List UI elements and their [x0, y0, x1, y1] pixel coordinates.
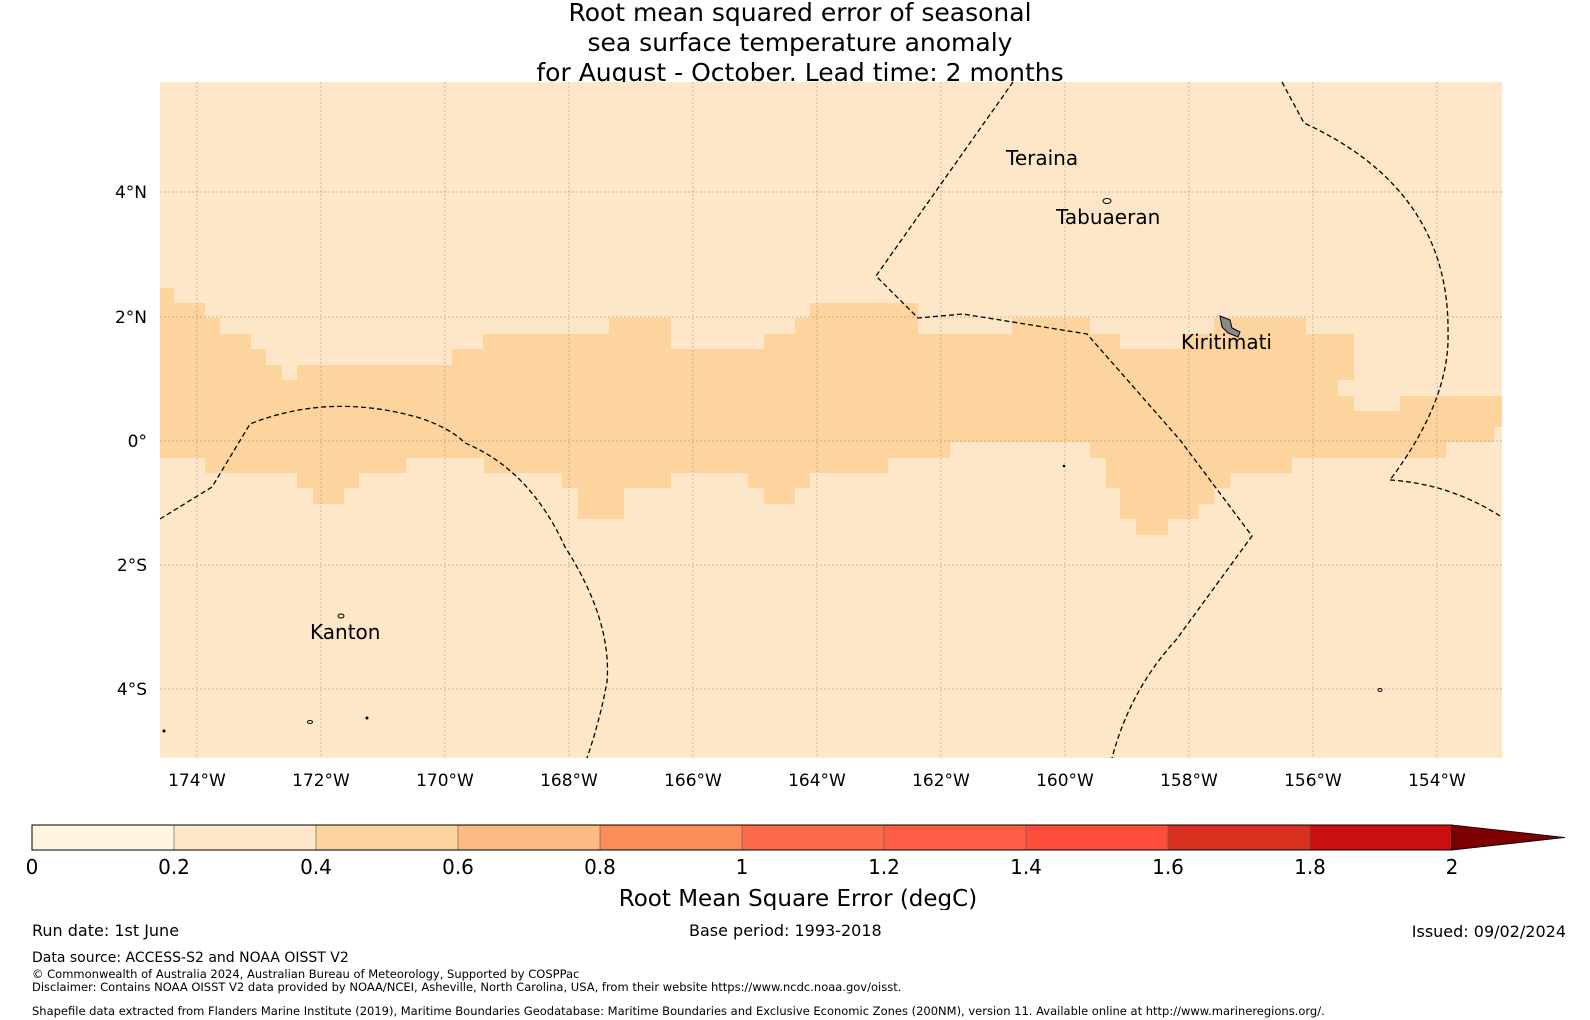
lat-tick: 2°S [117, 556, 147, 576]
colorbar-swatch [315, 824, 459, 851]
small-island [1377, 688, 1383, 692]
small-island [162, 729, 166, 733]
lon-tick: 156°W [1284, 771, 1342, 791]
eez-boundaries [159, 81, 1501, 759]
colorbar-tick: 1.6 [1152, 855, 1184, 879]
colorbar-swatch [599, 824, 743, 851]
gridlines [160, 82, 1502, 758]
colorbar-ticks: 0 0.2 0.4 0.6 0.8 1 1.2 1.4 1.6 1.8 2 [26, 855, 1459, 879]
title-line-1: Root mean squared error of seasonal [568, 0, 1032, 27]
lon-tick: 154°W [1408, 771, 1466, 791]
colorbar-swatch [741, 824, 885, 851]
place-label-kiritimati: Kiritimati [1181, 330, 1272, 354]
colorbar-swatch [1167, 824, 1311, 851]
colorbar-extend-arrow [1451, 824, 1566, 851]
small-island [1062, 464, 1066, 468]
colorbar-tick: 0.6 [442, 855, 474, 879]
small-island [307, 720, 313, 724]
lat-tick: 0° [128, 432, 147, 452]
lon-tick: 170°W [416, 771, 474, 791]
run-date: Run date: 1st June [32, 921, 180, 940]
colorbar-swatch [1025, 824, 1169, 851]
lat-tick: 4°N [115, 183, 147, 203]
lat-tick: 2°N [115, 308, 147, 328]
copyright: © Commonwealth of Australia 2024, Austra… [32, 967, 580, 981]
data-source: Data source: ACCESS-S2 and NOAA OISST V2 [32, 950, 349, 966]
shapefile-credit: Shapefile data extracted from Flanders M… [32, 1004, 1325, 1018]
rmse-band-0.4-0.6 [160, 288, 1502, 535]
colorbar-tick: 1.2 [868, 855, 900, 879]
base-period: Base period: 1993-2018 [689, 921, 882, 940]
kiritimati-island [1219, 315, 1241, 338]
lon-tick: 166°W [664, 771, 722, 791]
colorbar-tick: 1 [736, 855, 749, 879]
place-labels: Teraina Tabuaeran Kiritimati Kanton [310, 146, 1272, 644]
colorbar-swatch [1309, 824, 1453, 851]
colorbar-tick: 0.4 [300, 855, 332, 879]
colorbar-label: Root Mean Square Error (degC) [619, 886, 977, 910]
colorbar-tick: 1.8 [1294, 855, 1326, 879]
place-label-kanton: Kanton [310, 620, 380, 644]
disclaimer: Disclaimer: Contains NOAA OISST V2 data … [32, 980, 902, 994]
colorbar: 0 0.2 0.4 0.6 0.8 1 1.2 1.4 1.6 1.8 2 Ro… [26, 824, 1566, 910]
lon-tick: 168°W [540, 771, 598, 791]
title-line-2: sea surface temperature anomaly [587, 28, 1013, 57]
colorbar-swatch [457, 824, 601, 851]
lat-tick: 4°S [117, 680, 147, 700]
lon-tick: 174°W [168, 771, 226, 791]
lon-tick: 164°W [788, 771, 846, 791]
latitude-ticks: 4°N 2°N 0° 2°S 4°S [115, 183, 147, 700]
colorbar-tick: 0.2 [158, 855, 190, 879]
colorbar-swatches [31, 824, 1453, 851]
lon-tick: 172°W [292, 771, 350, 791]
place-label-teraina: Teraina [1005, 146, 1078, 170]
lon-tick: 162°W [912, 771, 970, 791]
islands [162, 198, 1383, 733]
colorbar-outline [31, 824, 1453, 851]
colorbar-tick: 0.8 [584, 855, 616, 879]
map-panel: Teraina Tabuaeran Kiritimati Kanton 4°N … [115, 81, 1502, 791]
colorbar-tick: 0 [26, 855, 39, 879]
lon-tick: 158°W [1160, 771, 1218, 791]
tabuaeran-island [1102, 198, 1112, 204]
kanton-island [337, 613, 345, 619]
small-island [365, 716, 369, 720]
colorbar-swatch [173, 824, 317, 851]
issued-date: Issued: 09/02/2024 [1411, 922, 1566, 941]
longitude-ticks: 174°W 172°W 170°W 168°W 166°W 164°W 162°… [168, 771, 1466, 791]
colorbar-tick: 1.4 [1010, 855, 1042, 879]
place-label-tabuaeran: Tabuaeran [1055, 205, 1160, 229]
colorbar-swatch [883, 824, 1027, 851]
colorbar-swatch [31, 824, 175, 851]
colorbar-tick: 2 [1446, 855, 1459, 879]
lon-tick: 160°W [1036, 771, 1094, 791]
